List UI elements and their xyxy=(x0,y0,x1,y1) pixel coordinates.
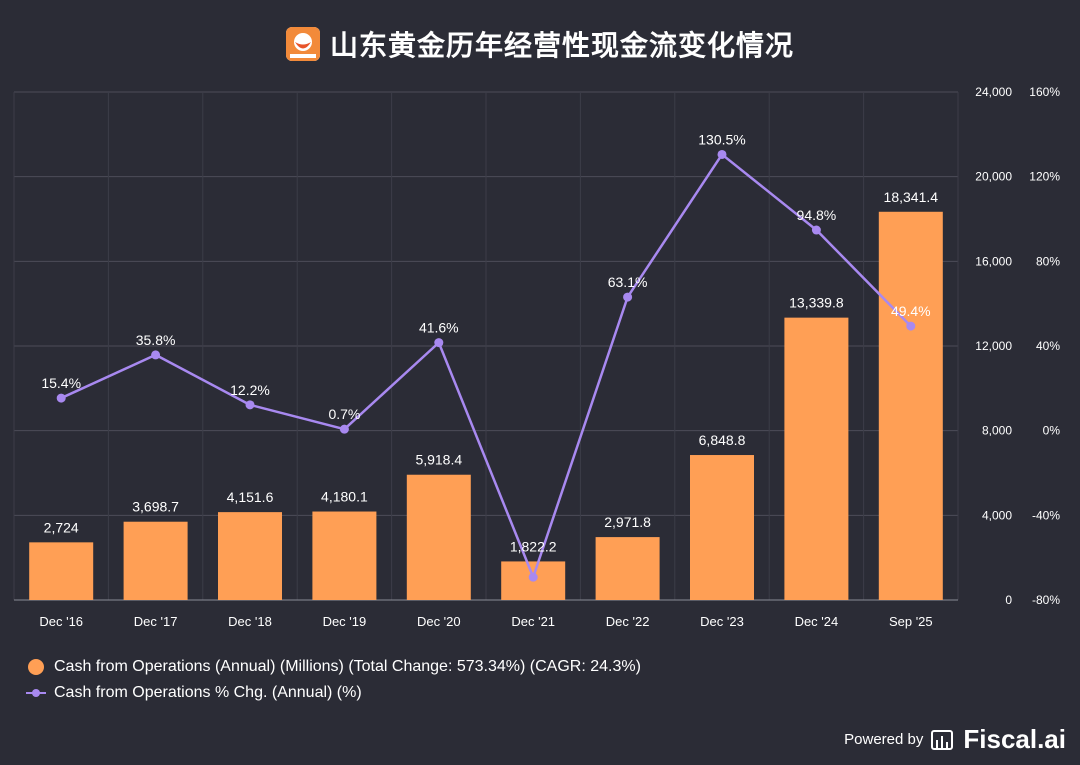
bar-value-label: 2,724 xyxy=(44,519,79,535)
bar xyxy=(784,317,849,600)
fiscal-ai-brand[interactable]: Fiscal.ai xyxy=(963,724,1066,754)
left-axis-tick-label: 16,000 xyxy=(975,254,1012,268)
bar-value-label: 4,180.1 xyxy=(321,489,368,505)
bar xyxy=(123,521,188,600)
left-axis-tick-label: 8,000 xyxy=(982,424,1012,438)
line-value-label: 15.4% xyxy=(41,375,81,391)
bar xyxy=(29,542,94,600)
x-axis-tick-label: Sep '25 xyxy=(889,614,933,629)
x-axis-tick-label: Dec '17 xyxy=(134,614,178,629)
right-axis-tick-label: -80% xyxy=(1032,593,1060,607)
bar-value-label: 6,848.8 xyxy=(699,432,746,448)
bar xyxy=(406,474,471,600)
x-axis-tick-label: Dec '23 xyxy=(700,614,744,629)
bar-value-label: 18,341.4 xyxy=(884,189,939,205)
bar-value-label: 3,698.7 xyxy=(132,499,179,515)
line-point xyxy=(151,350,161,360)
bar-value-label: 5,918.4 xyxy=(415,452,462,468)
line-value-label: 35.8% xyxy=(136,332,176,348)
powered-by: Powered by Fiscal.ai xyxy=(844,724,1066,755)
line-value-label: 94.8% xyxy=(797,207,837,223)
line-point xyxy=(56,393,66,403)
line-point xyxy=(245,400,255,410)
legend-line-swatch xyxy=(26,689,46,697)
bar-value-label: 4,151.6 xyxy=(227,489,274,505)
x-axis-tick-label: Dec '24 xyxy=(795,614,839,629)
line-point xyxy=(528,572,538,582)
shandong-gold-logo-icon xyxy=(285,27,320,61)
left-axis-tick-label: 12,000 xyxy=(975,339,1012,353)
line-value-label: 41.6% xyxy=(419,320,459,336)
right-axis-tick-label: 0% xyxy=(1043,424,1061,438)
x-axis-tick-label: Dec '20 xyxy=(417,614,461,629)
legend-label-line: Cash from Operations % Chg. (Annual) (%) xyxy=(54,684,362,701)
right-axis-tick-label: 120% xyxy=(1029,170,1060,184)
bar xyxy=(878,211,943,601)
bar xyxy=(312,511,377,600)
fiscal-ai-logo-icon xyxy=(931,729,954,750)
line-value-label: 12.2% xyxy=(230,382,270,398)
x-axis-tick-label: Dec '19 xyxy=(323,614,367,629)
bar-value-label: 1,822.2 xyxy=(510,538,557,554)
line-point xyxy=(339,424,349,434)
legend-bar-swatch xyxy=(28,659,44,675)
chart-title: 山东黄金历年经营性现金流变化情况 xyxy=(329,29,794,62)
line-value-label: 49.4% xyxy=(891,303,931,319)
x-axis-tick-label: Dec '22 xyxy=(606,614,650,629)
line-value-label: 0.7% xyxy=(328,406,360,422)
legend-item-bars[interactable]: Cash from Operations (Annual) (Millions)… xyxy=(26,654,641,680)
line-point xyxy=(434,338,444,348)
line-point xyxy=(811,225,821,235)
x-axis-tick-label: Dec '16 xyxy=(39,614,83,629)
legend: Cash from Operations (Annual) (Millions)… xyxy=(26,654,641,706)
bar xyxy=(595,537,660,600)
chart-title-row: 山东黄金历年经营性现金流变化情况 xyxy=(0,24,1080,64)
left-axis-tick-label: 4,000 xyxy=(982,508,1012,522)
line-series-path xyxy=(60,153,912,579)
line-value-label: 63.1% xyxy=(608,274,648,290)
bar-value-label: 2,971.8 xyxy=(604,514,651,530)
legend-label-bars: Cash from Operations (Annual) (Millions)… xyxy=(54,658,641,675)
left-axis-tick-label: 20,000 xyxy=(975,170,1012,184)
x-axis-tick-label: Dec '21 xyxy=(511,614,555,629)
right-axis-tick-label: 160% xyxy=(1029,85,1060,99)
right-axis-tick-label: 40% xyxy=(1036,339,1060,353)
bar xyxy=(218,512,282,600)
left-axis-tick-label: 0 xyxy=(1005,593,1012,607)
x-axis-tick-label: Dec '18 xyxy=(228,614,272,629)
right-axis-tick-label: -40% xyxy=(1032,508,1060,522)
line-value-label: 130.5% xyxy=(698,131,745,147)
line-point xyxy=(717,149,727,159)
line-point xyxy=(623,292,633,302)
line-point xyxy=(906,321,916,331)
bar xyxy=(690,455,754,600)
legend-item-line[interactable]: Cash from Operations % Chg. (Annual) (%) xyxy=(26,680,641,706)
right-axis-tick-label: 80% xyxy=(1036,254,1060,268)
left-axis-tick-label: 24,000 xyxy=(975,85,1012,99)
powered-by-text: Powered by xyxy=(844,731,924,748)
bar-value-label: 13,339.8 xyxy=(789,295,844,311)
